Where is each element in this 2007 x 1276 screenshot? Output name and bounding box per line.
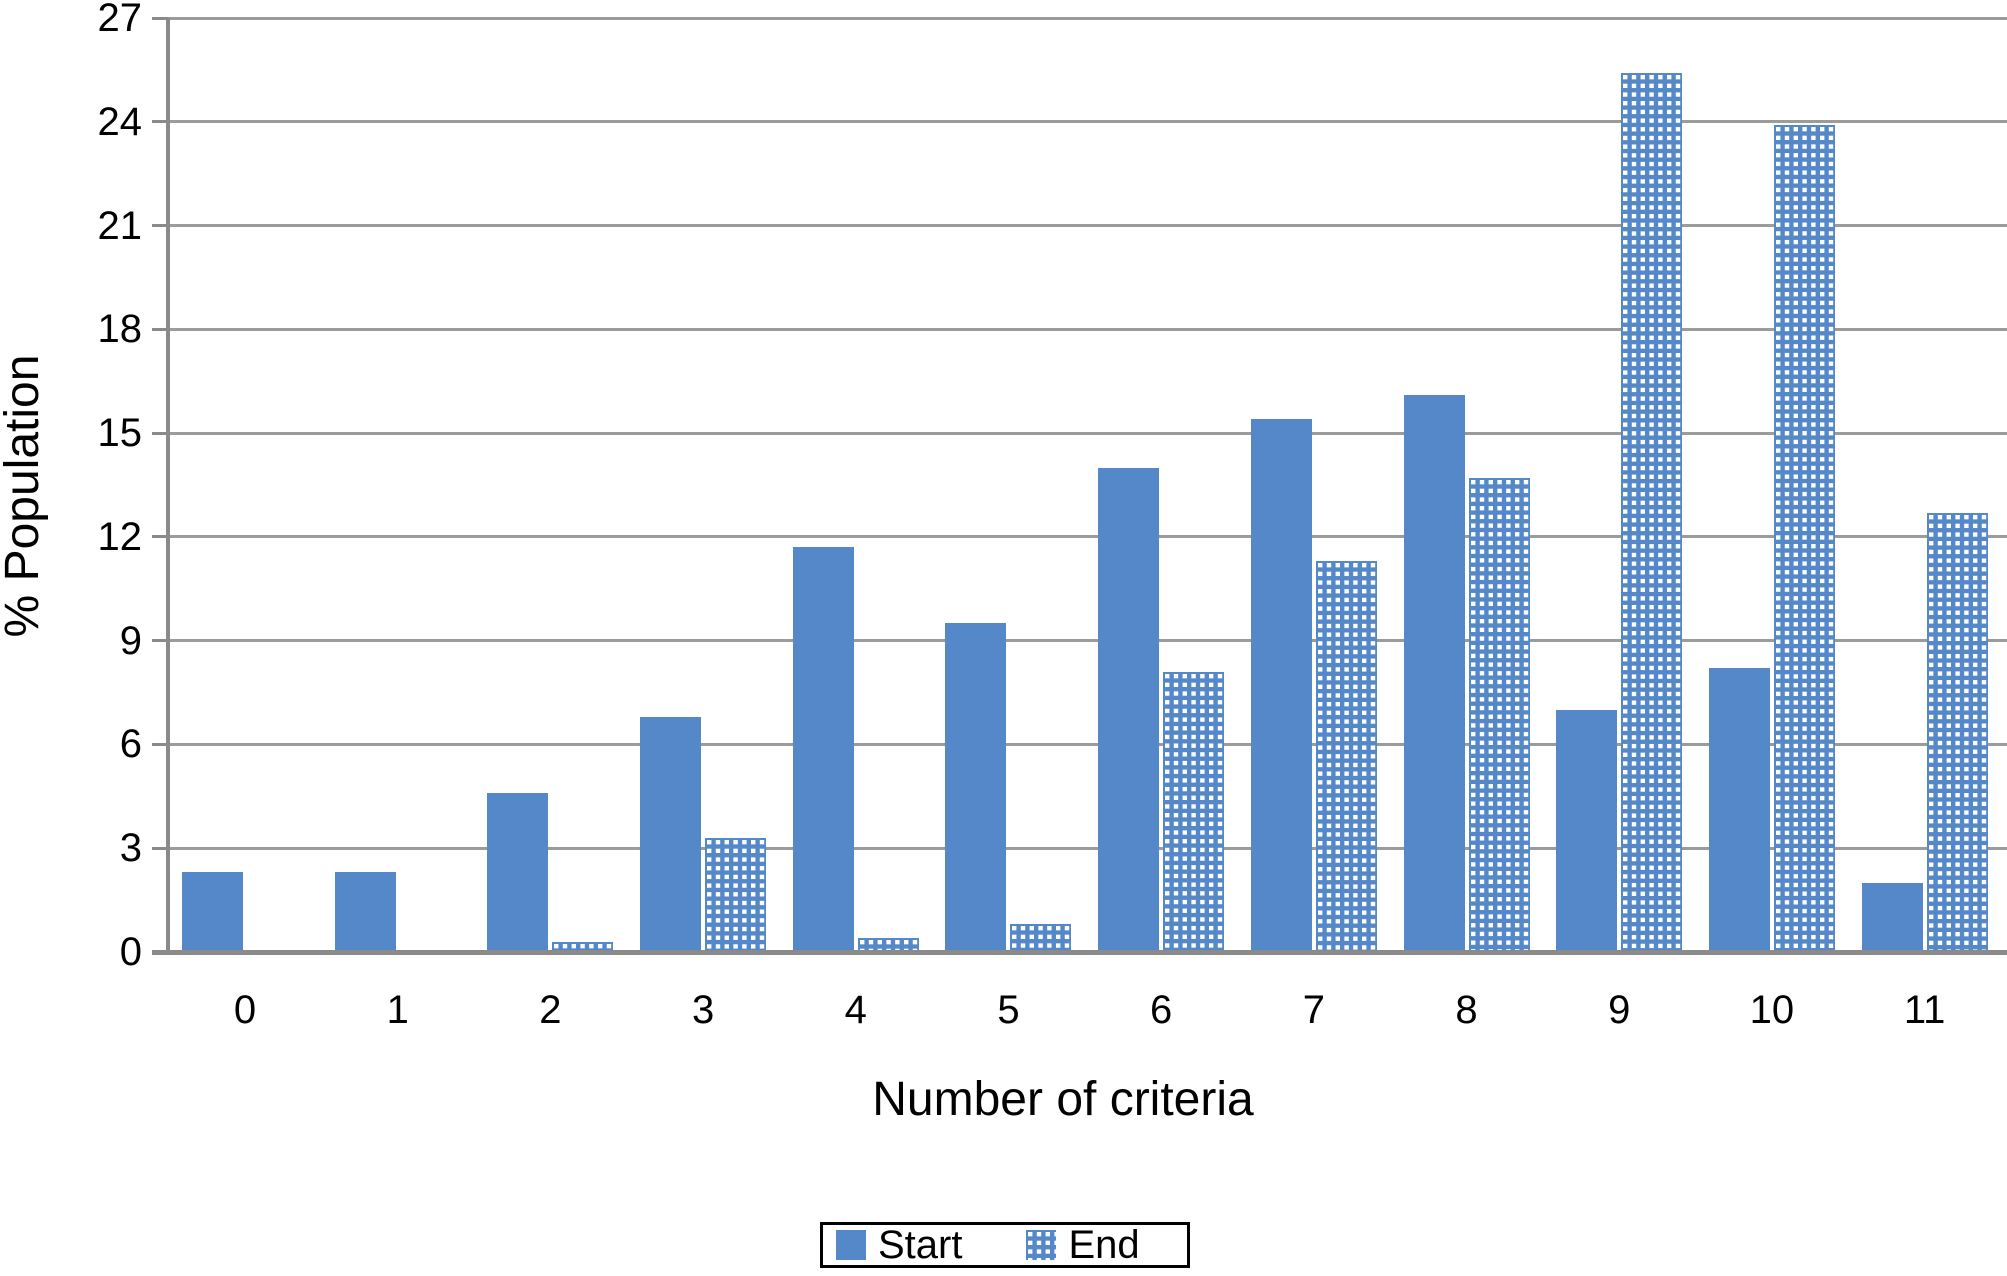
x-tick-label-11: 11: [1903, 988, 1946, 1032]
bar-end-5: [1010, 924, 1072, 952]
x-tick-label-4: 4: [844, 988, 867, 1032]
bar-end-8: [1468, 478, 1530, 952]
x-tick-label-9: 9: [1608, 988, 1631, 1032]
y-tick-9: [152, 639, 168, 643]
bar-start-1: [334, 872, 396, 952]
x-tick-label-7: 7: [1302, 988, 1325, 1032]
legend-label-end: End: [1068, 1223, 1140, 1267]
bar-end-3: [705, 837, 767, 952]
y-tick-6: [152, 742, 168, 746]
bar-start-5: [945, 623, 1007, 952]
legend: Start End: [820, 1222, 1190, 1268]
gridline-y-18: [168, 327, 2007, 331]
bar-start-11: [1861, 882, 1923, 952]
bar-end-10: [1773, 125, 1835, 952]
y-tick-21: [152, 224, 168, 228]
y-tick-label-27: 27: [97, 0, 143, 40]
y-tick-label-3: 3: [119, 826, 142, 871]
y-tick-18: [152, 327, 168, 331]
y-tick-label-15: 15: [97, 411, 143, 456]
legend-label-start: Start: [878, 1223, 963, 1267]
gridline-y-3: [168, 846, 2007, 850]
bar-end-9: [1621, 73, 1683, 952]
legend-swatch-end-dotted-icon: [1026, 1230, 1057, 1260]
y-tick-label-24: 24: [97, 99, 143, 144]
gridline-y-9: [168, 639, 2007, 643]
y-tick-label-18: 18: [97, 307, 143, 352]
gridline-y-24: [168, 120, 2007, 124]
bar-start-2: [487, 792, 549, 952]
bar-end-11: [1926, 512, 1988, 952]
bar-start-8: [1403, 395, 1465, 952]
bar-start-4: [792, 547, 854, 952]
x-tick-label-6: 6: [1150, 988, 1173, 1032]
y-tick-label-0: 0: [119, 930, 142, 974]
x-axis-title: Number of criteria: [872, 1073, 1254, 1126]
bar-start-10: [1708, 668, 1770, 952]
bar-end-6: [1163, 671, 1225, 952]
gridline-y-15: [168, 431, 2007, 435]
legend-swatch-start-solid-icon: [836, 1230, 866, 1260]
y-tick-label-21: 21: [97, 203, 143, 248]
x-axis-line: [152, 950, 2007, 955]
y-tick-label-12: 12: [97, 514, 143, 559]
y-tick-24: [152, 120, 168, 124]
y-tick-3: [152, 846, 168, 850]
y-tick-12: [152, 535, 168, 539]
bar-start-0: [182, 872, 243, 952]
y-tick-label-9: 9: [119, 618, 142, 663]
bar-start-6: [1098, 467, 1160, 952]
x-tick-label-2: 2: [539, 988, 562, 1032]
x-tick-label-5: 5: [997, 988, 1020, 1032]
x-tick-label-10: 10: [1749, 988, 1795, 1032]
bar-end-7: [1315, 561, 1377, 952]
y-axis-line: [166, 18, 170, 952]
gridline-y-21: [168, 224, 2007, 228]
x-tick-label-8: 8: [1455, 988, 1478, 1032]
bar-start-9: [1556, 709, 1618, 952]
bar-end-4: [857, 938, 919, 952]
gridline-y-6: [168, 742, 2007, 746]
gridline-y-12: [168, 535, 2007, 539]
y-tick-label-6: 6: [119, 722, 142, 767]
bar-start-3: [640, 716, 702, 952]
x-tick-label-1: 1: [386, 988, 409, 1032]
bar-start-7: [1250, 419, 1312, 952]
y-tick-27: [152, 16, 168, 20]
bar-end-2: [552, 941, 614, 952]
y-tick-15: [152, 431, 168, 435]
x-tick-label-3: 3: [691, 988, 715, 1032]
x-tick-label-0: 0: [233, 988, 257, 1032]
gridline-y-27: [168, 16, 2007, 20]
